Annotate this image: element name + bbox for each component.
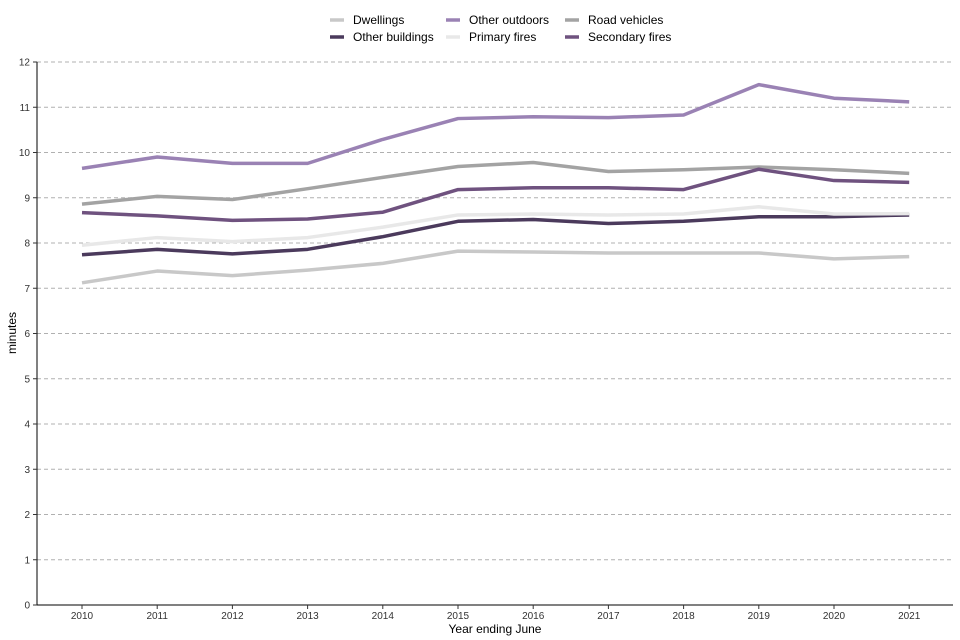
series-lines bbox=[81, 82, 910, 285]
x-tick-label: 2010 bbox=[71, 611, 94, 622]
legend: Dwellings Other buildings Other outdoors Pr… bbox=[330, 13, 671, 44]
x-tick-label: 2016 bbox=[522, 611, 545, 622]
x-tick-label: 2019 bbox=[748, 611, 771, 622]
x-tick-label: 2011 bbox=[146, 611, 168, 622]
legend-label: Other buildings bbox=[353, 30, 434, 44]
y-tick-label: 2 bbox=[24, 510, 30, 521]
gridlines bbox=[37, 61, 953, 561]
legend-item-road-vehicles: Road vehicles bbox=[565, 13, 663, 27]
x-tick-label: 2015 bbox=[447, 611, 470, 622]
y-tick-label: 4 bbox=[24, 420, 30, 431]
series-secondary-fires bbox=[81, 167, 910, 223]
y-axis-title: minutes bbox=[5, 312, 19, 354]
series-other-buildings bbox=[81, 213, 910, 257]
x-tick-label: 2014 bbox=[372, 611, 395, 622]
series-line-dwellings bbox=[81, 249, 910, 285]
series-dwellings bbox=[81, 249, 910, 285]
legend-item-dwellings: Dwellings bbox=[330, 13, 404, 27]
y-tick-label: 10 bbox=[19, 148, 31, 159]
legend-label: Secondary fires bbox=[588, 30, 671, 44]
x-tick-label: 2020 bbox=[823, 611, 846, 622]
y-tick-label: 12 bbox=[19, 58, 31, 69]
y-tick-label: 7 bbox=[24, 284, 30, 295]
x-axis-title: Year ending June bbox=[449, 622, 542, 636]
legend-label: Primary fires bbox=[469, 30, 536, 44]
x-tick-label: 2021 bbox=[898, 611, 921, 622]
x-tick-label: 2012 bbox=[221, 611, 244, 622]
legend-item-primary-fires: Primary fires bbox=[446, 30, 536, 44]
legend-label: Other outdoors bbox=[469, 13, 549, 27]
series-line-primary-fires bbox=[81, 205, 910, 248]
x-tick-label: 2013 bbox=[296, 611, 319, 622]
y-tick-label: 3 bbox=[24, 465, 30, 476]
legend-item-other-buildings: Other buildings bbox=[330, 30, 434, 44]
y-tick-label: 6 bbox=[24, 329, 30, 340]
x-tick-label: 2017 bbox=[597, 611, 620, 622]
legend-item-secondary-fires: Secondary fires bbox=[565, 30, 671, 44]
y-tick-label: 8 bbox=[24, 239, 30, 250]
y-tick-label: 11 bbox=[20, 103, 31, 114]
x-tick-label: 2018 bbox=[672, 611, 695, 622]
y-tick-label: 9 bbox=[24, 193, 30, 204]
y-tick-label: 5 bbox=[24, 374, 30, 385]
series-road-vehicles bbox=[81, 160, 910, 206]
y-tick-label: 1 bbox=[24, 555, 30, 566]
legend-label: Road vehicles bbox=[588, 13, 663, 27]
series-line-secondary-fires bbox=[81, 167, 910, 223]
series-primary-fires bbox=[81, 205, 910, 248]
legend-item-other-outdoors: Other outdoors bbox=[446, 13, 549, 27]
series-other-outdoors bbox=[81, 82, 910, 171]
legend-label: Dwellings bbox=[353, 13, 404, 27]
y-tick-label: 0 bbox=[24, 601, 30, 612]
series-line-other-buildings bbox=[81, 213, 910, 257]
series-line-other-outdoors bbox=[81, 82, 910, 171]
x-axis: 2010 2011 2012 2013 2014 2015 2016 2017 2018 2019… bbox=[37, 604, 953, 622]
series-line-road-vehicles bbox=[81, 160, 910, 206]
